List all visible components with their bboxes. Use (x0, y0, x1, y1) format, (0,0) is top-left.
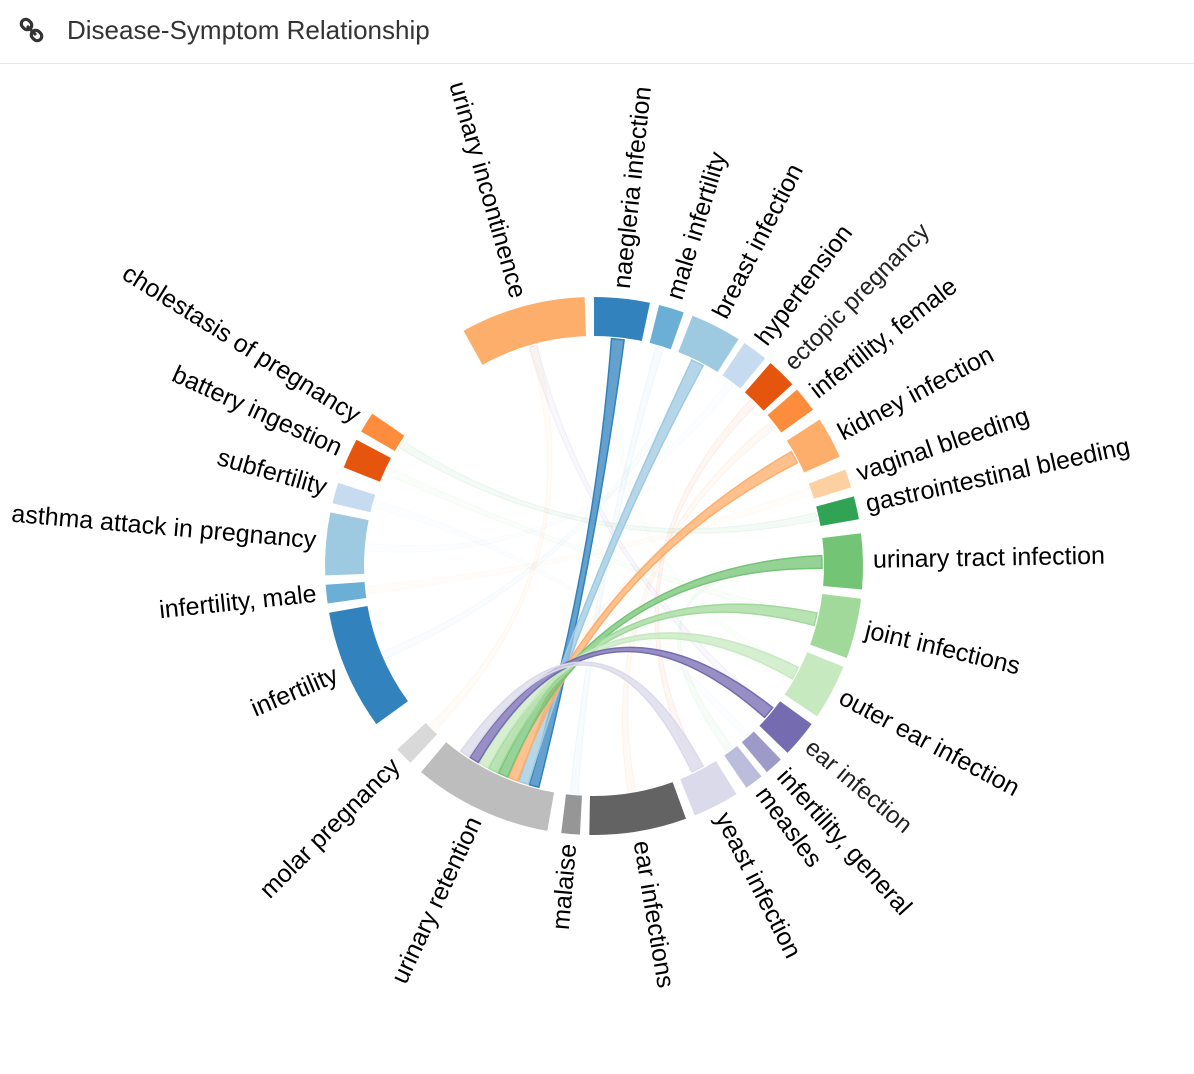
arc-urinary-incontinence[interactable] (463, 297, 586, 365)
chord-ribbon-faint (372, 499, 751, 739)
arc-hypertension[interactable] (722, 342, 766, 389)
label-subfertility: subfertility (214, 443, 330, 501)
label-malaise: malaise (547, 843, 582, 931)
arc-infertility-female[interactable] (767, 389, 813, 433)
arc-infertility-male[interactable] (325, 582, 367, 604)
label-ear-infections: ear infections (628, 839, 680, 990)
chord-ribbon-faint (365, 380, 735, 553)
arc-battery-ingestion[interactable] (343, 439, 391, 482)
arc-urinary-retention[interactable] (421, 742, 555, 831)
arc-gastrointestinal-bleeding[interactable] (816, 496, 859, 527)
arc-cholestasis-of-pregnancy[interactable] (361, 413, 405, 451)
chord-ribbon-yeast-infection[interactable] (459, 661, 705, 773)
arc-molar-pregnancy[interactable] (397, 722, 438, 763)
arc-ear-infection[interactable] (759, 701, 812, 753)
label-joint-infections: joint infections (861, 616, 1023, 680)
label-urinary-incontinence: urinary incontinence (443, 78, 532, 301)
chord-ribbon-faint (398, 440, 819, 534)
label-urinary-tract-infection: urinary tract infection (873, 542, 1106, 574)
chord-ribbon-urinary-tract-infection[interactable] (497, 554, 823, 779)
group-arcs (325, 297, 863, 835)
arc-subfertility[interactable] (332, 482, 376, 513)
label-asthma-attack-in-pregnancy: asthma attack in pregnancy (10, 500, 318, 555)
chord-ribbon-joint-infections[interactable] (487, 603, 818, 774)
arc-urinary-tract-infection[interactable] (822, 533, 863, 590)
chord-ribbon-faint (569, 345, 665, 794)
arc-naegleria-infection[interactable] (594, 297, 650, 342)
arc-ectopic-pregnancy[interactable] (744, 362, 793, 411)
arc-male-infertility[interactable] (649, 304, 684, 350)
arc-kidney-infection[interactable] (786, 419, 840, 473)
arc-vaginal-bleeding[interactable] (808, 469, 852, 499)
label-urinary-retention: urinary retention (386, 812, 488, 988)
page-title: Disease-Symptom Relationship (67, 15, 430, 45)
arc-infertility[interactable] (329, 605, 408, 725)
arc-breast-infection[interactable] (678, 315, 739, 373)
arc-outer-ear-infection[interactable] (784, 652, 844, 717)
chord-ribbon-breast-infection[interactable] (517, 359, 705, 786)
arc-malaise[interactable] (561, 794, 582, 835)
arc-ear-infections[interactable] (589, 782, 687, 835)
label-molar-pregnancy: molar pregnancy (254, 752, 406, 904)
chord-ribbon-naegleria-infection[interactable] (528, 337, 625, 789)
chord-ribbon-outer-ear-infection[interactable] (478, 632, 800, 769)
label-naegleria-infection: naegleria infection (608, 85, 657, 290)
label-infertility-male: infertility, male (158, 580, 318, 624)
arc-measles[interactable] (724, 745, 762, 788)
label-infertility: infertility (247, 661, 343, 723)
highlighted-ribbons (459, 337, 823, 789)
arc-joint-infections[interactable] (810, 594, 861, 659)
chord-ribbon-faint (366, 487, 812, 595)
arc-yeast-infection[interactable] (680, 761, 737, 816)
arc-infertility-general[interactable] (741, 731, 781, 773)
chord-ribbon-faint (429, 344, 553, 731)
link-icon[interactable] (18, 17, 46, 45)
panel-header: Disease-Symptom Relationship (0, 0, 1194, 64)
chord-ribbon-kidney-infection[interactable] (507, 450, 799, 782)
arc-asthma-attack-in-pregnancy[interactable] (325, 512, 369, 576)
